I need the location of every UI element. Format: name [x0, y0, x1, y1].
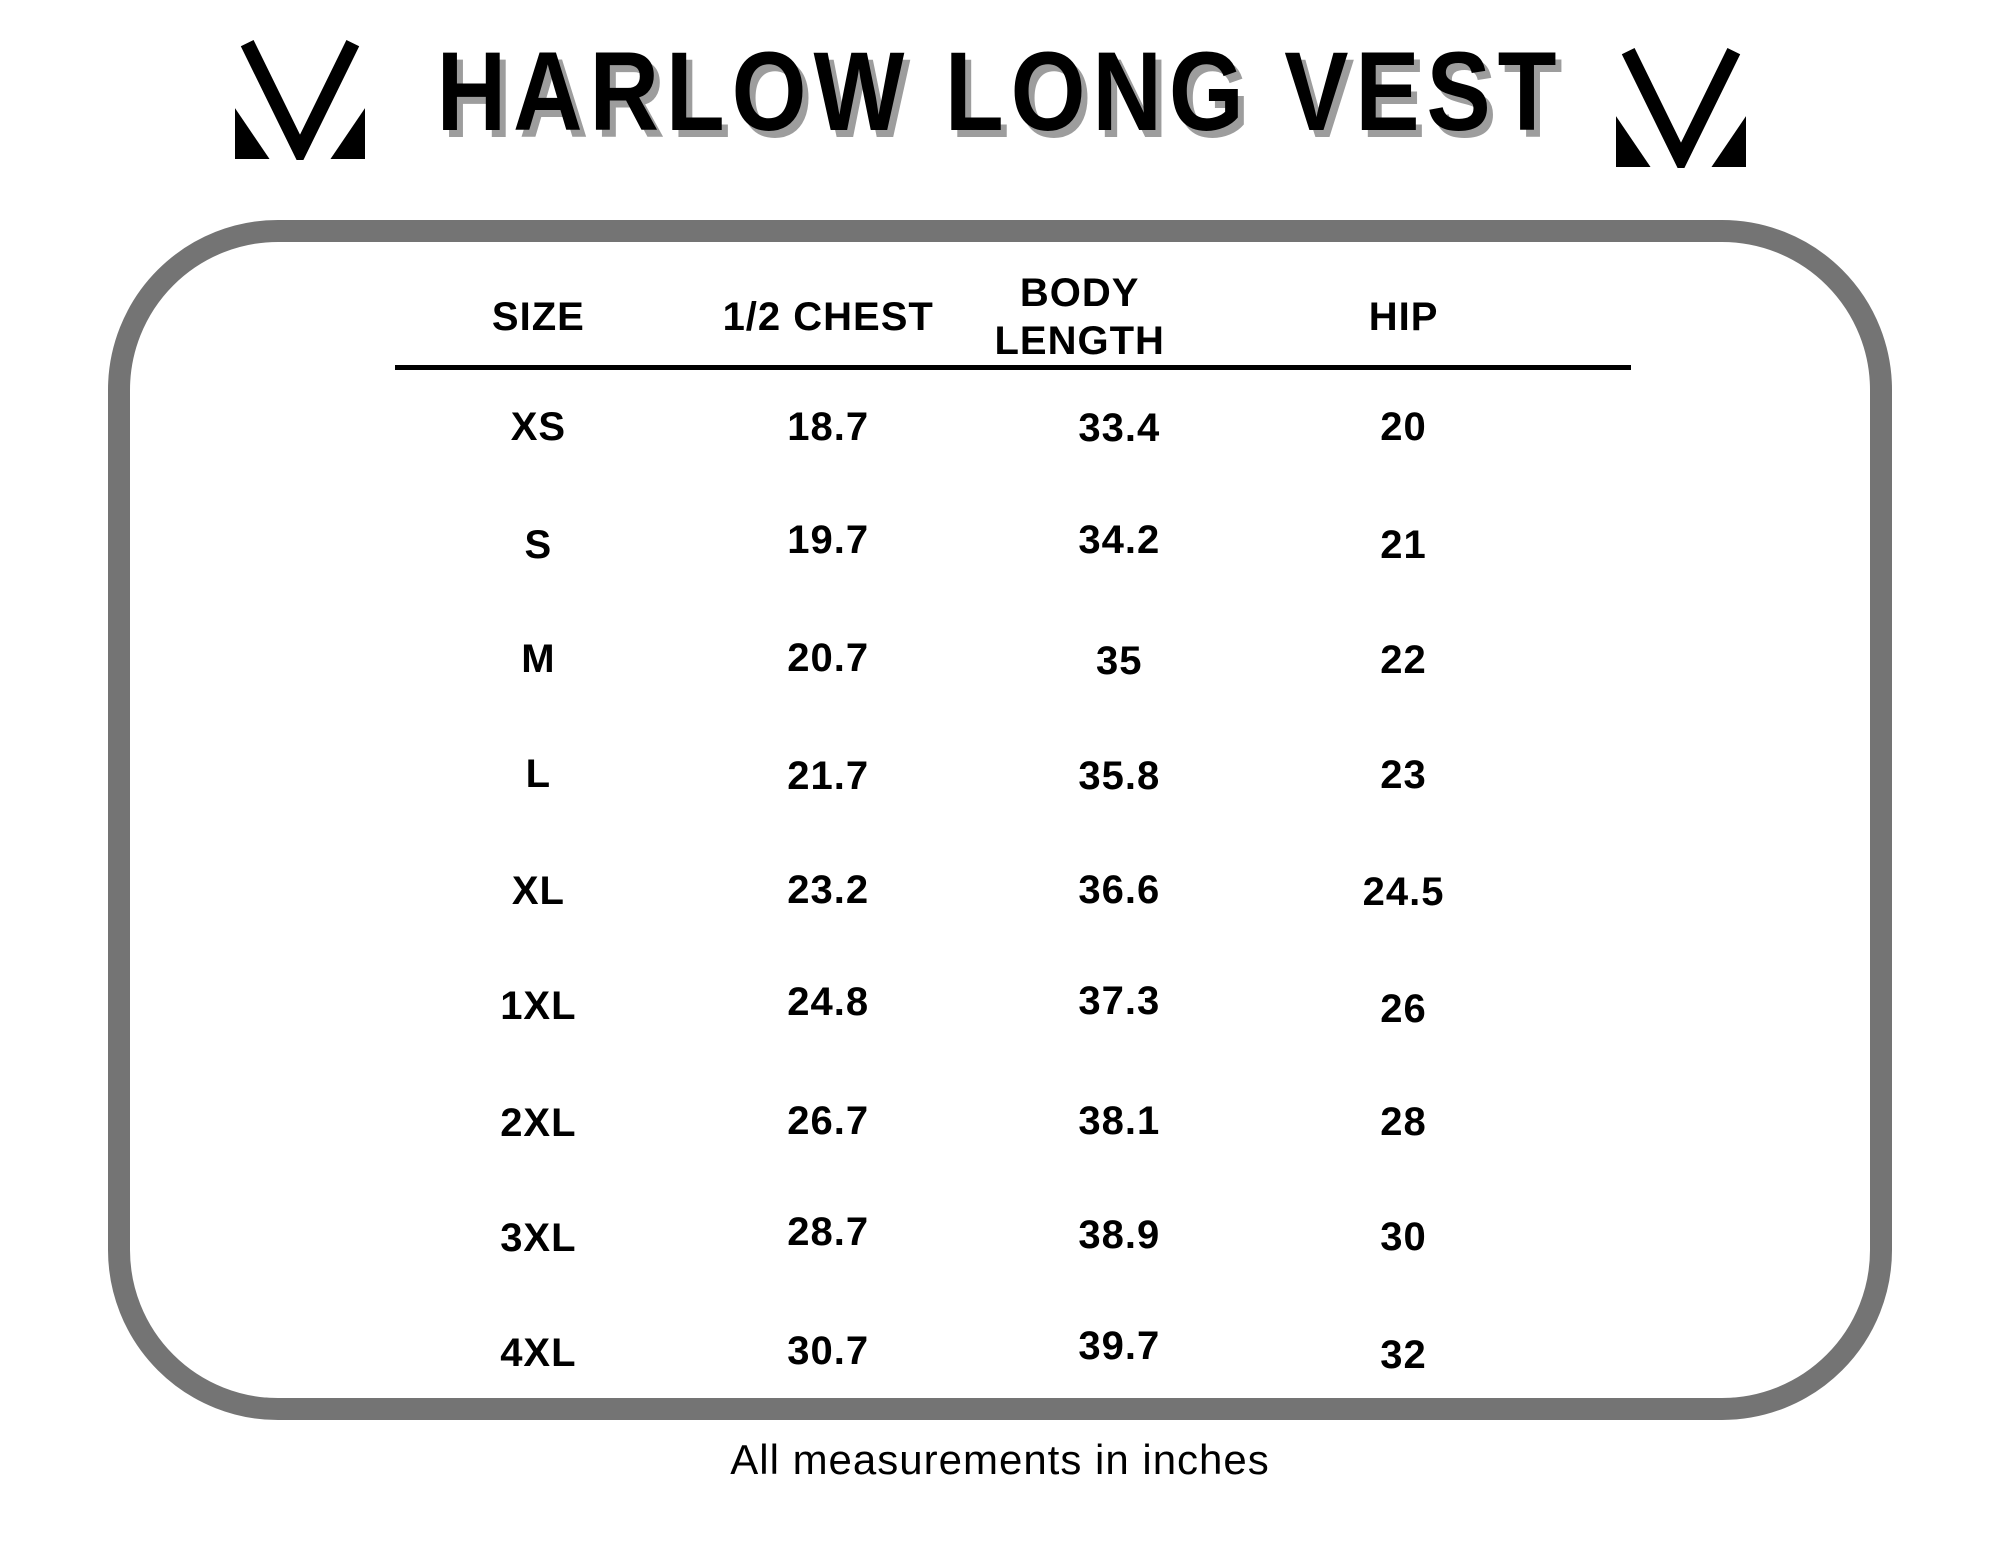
size-cell: 3XL [500, 1216, 577, 1261]
half-chest-cell: 26.7 [787, 1099, 870, 1144]
hip-cell: 26 [1380, 986, 1427, 1031]
column-header-hip: HIP [1368, 294, 1439, 339]
size-table: SIZE 1/2 CHEST BODY LENGTH HIP XS 18.7 33.… [395, 268, 1631, 1411]
body-length-cell: 34.2 [1078, 518, 1161, 563]
column-header-size: SIZE [491, 294, 585, 339]
half-chest-cell: 21.7 [787, 754, 870, 799]
size-cell: L [525, 752, 552, 797]
table-row: 1XL 24.8 37.3 26 [395, 948, 1631, 1064]
hip-cell: 22 [1380, 637, 1427, 682]
hip-cell: 23 [1380, 753, 1427, 798]
half-chest-cell: 19.7 [787, 518, 870, 563]
rounded-frame [108, 220, 1892, 1420]
half-chest-cell: 28.7 [787, 1210, 870, 1255]
size-cell: M [521, 636, 556, 681]
body-length-cell: 39.7 [1078, 1323, 1161, 1368]
size-cell: XS [510, 405, 567, 450]
size-cell: 4XL [500, 1330, 577, 1375]
body-length-cell: 33.4 [1078, 406, 1161, 451]
half-chest-cell: 23.2 [787, 868, 870, 913]
body-length-cell: 35 [1096, 638, 1143, 683]
hip-cell: 32 [1380, 1332, 1427, 1377]
table-header-row: SIZE 1/2 CHEST BODY LENGTH HIP [395, 268, 1631, 365]
header-underline [395, 365, 1631, 370]
half-chest-cell: 30.7 [787, 1328, 870, 1373]
m-monogram-logo [1616, 44, 1746, 168]
hip-cell: 24.5 [1362, 870, 1445, 915]
table-row: L 21.7 35.8 23 [395, 717, 1631, 833]
size-cell: XL [511, 869, 565, 914]
page-title: HARLOW LONG VEST [436, 29, 1564, 154]
body-length-cell: 36.6 [1078, 868, 1161, 913]
table-row: XL 23.2 36.6 24.5 [395, 833, 1631, 949]
body-length-cell: 37.3 [1078, 978, 1161, 1023]
half-chest-cell: 18.7 [787, 405, 870, 450]
column-header-body-length: BODY LENGTH [994, 270, 1165, 363]
size-cell: S [524, 523, 553, 568]
half-chest-cell: 24.8 [787, 979, 870, 1024]
table-row: M 20.7 35 22 [395, 601, 1631, 717]
hip-cell: 21 [1380, 523, 1427, 568]
column-header-half-chest: 1/2 CHEST [722, 294, 934, 339]
hip-cell: 20 [1380, 405, 1427, 450]
half-chest-cell: 20.7 [787, 635, 870, 680]
footer-note: All measurements in inches [730, 1436, 1270, 1483]
size-cell: 2XL [500, 1101, 577, 1146]
table-body: XS 18.7 33.4 20 S 19.7 34.2 21 M 20.7 35 22 L 21.7 35.… [395, 370, 1631, 1411]
size-cell: 1XL [500, 983, 577, 1028]
body-length-cell: 38.1 [1078, 1099, 1161, 1144]
body-length-cell: 35.8 [1078, 754, 1161, 799]
table-row: 3XL 28.7 38.9 30 [395, 1180, 1631, 1296]
body-length-cell: 38.9 [1078, 1213, 1161, 1258]
m-monogram-logo [235, 36, 365, 160]
table-row: XS 18.7 33.4 20 [395, 370, 1631, 486]
table-row: S 19.7 34.2 21 [395, 486, 1631, 602]
table-row: 4XL 30.7 39.7 32 [395, 1296, 1631, 1412]
hip-cell: 30 [1380, 1215, 1427, 1260]
table-row: 2XL 26.7 38.1 28 [395, 1064, 1631, 1180]
hip-cell: 28 [1380, 1100, 1427, 1145]
